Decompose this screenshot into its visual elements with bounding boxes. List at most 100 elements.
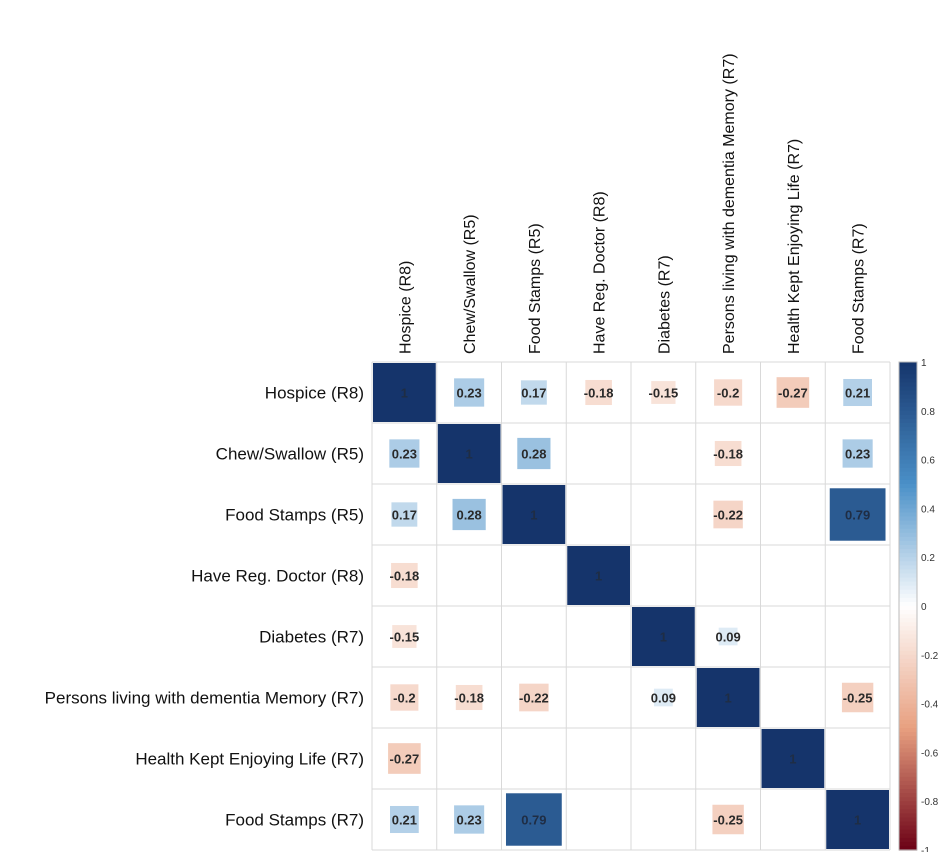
legend-color-step (899, 667, 917, 672)
legend-color-step (899, 797, 917, 802)
legend-color-step (899, 463, 917, 469)
heatmap-cell (519, 683, 549, 712)
cell-value-label: 1 (530, 508, 537, 523)
legend-color-step (899, 565, 917, 570)
legend-color-step (899, 459, 917, 465)
legend-color-step (899, 561, 917, 566)
legend-color-step (899, 801, 917, 806)
column-label: Hospice (R8) (397, 261, 414, 354)
legend-color-step (899, 484, 917, 489)
legend-color-step (899, 711, 917, 717)
row-label: Persons living with dementia Memory (R7) (45, 689, 364, 708)
legend-color-step (899, 581, 917, 587)
legend-color-step (899, 488, 917, 493)
heatmap-cell (761, 729, 825, 788)
legend-color-step (899, 447, 917, 453)
legend-color-step (899, 536, 917, 542)
legend-color-step (899, 443, 917, 448)
legend-color-step (899, 528, 917, 534)
legend-color-step (899, 423, 917, 428)
legend-frame (898, 361, 918, 851)
cell-value-label: 0.23 (456, 813, 481, 828)
legend-color-step (899, 821, 917, 827)
heatmap-cell (696, 668, 760, 727)
legend-color-step (899, 732, 917, 737)
legend-color-step (899, 492, 917, 497)
row-label: Hospice (R8) (265, 384, 364, 403)
legend-tick-label: 0.2 (921, 553, 935, 564)
cell-value-label: 1 (595, 569, 602, 584)
cell-value-label: -0.18 (390, 569, 420, 584)
heatmap-cell (829, 488, 886, 541)
legend-tick-label: 0.8 (921, 407, 935, 418)
legend-color-step (899, 622, 917, 627)
heatmap-cell (567, 546, 630, 605)
cell-value-label: 0.09 (715, 630, 740, 645)
column-label: Food Stamps (R5) (527, 223, 544, 354)
legend-tick-label: -0.6 (921, 748, 939, 759)
legend-color-step (899, 520, 917, 526)
cell-value-label: -0.2 (717, 386, 739, 401)
legend-color-step (899, 829, 917, 835)
legend-color-step (899, 740, 917, 745)
column-label: Have Reg. Doctor (R8) (592, 191, 609, 354)
legend-color-step (899, 524, 917, 530)
legend-color-step (899, 557, 917, 562)
legend-color-step (899, 837, 917, 843)
heatmap-cell (520, 380, 547, 405)
cell-value-label: 0.21 (392, 813, 417, 828)
legend-color-step (899, 662, 917, 668)
row-label: Health Kept Enjoying Life (R7) (135, 750, 364, 769)
heatmap-cell (390, 684, 419, 711)
legend-color-step (899, 406, 917, 412)
legend-color-step (899, 679, 917, 684)
legend-color-step (899, 817, 917, 823)
legend-color-step (899, 752, 917, 758)
heatmap-cell (713, 500, 743, 529)
heatmap-cell (653, 688, 673, 707)
heatmap-cell (651, 381, 676, 404)
heatmap-cell (373, 363, 436, 422)
legend-color-step (899, 532, 917, 538)
legend-color-step (899, 658, 917, 664)
legend-color-step (899, 398, 917, 404)
legend-color-step (899, 540, 917, 546)
row-label: Have Reg. Doctor (R8) (191, 567, 364, 586)
legend-color-step (899, 736, 917, 741)
heatmap-cell (776, 377, 810, 408)
cell-value-label: -0.18 (584, 386, 614, 401)
legend-color-step (899, 577, 917, 583)
legend-color-step (899, 764, 917, 770)
legend-tick-label: 0.4 (921, 504, 935, 515)
legend-color-step (899, 805, 917, 810)
legend-color-step (899, 378, 917, 383)
legend-color-step (899, 374, 917, 379)
legend-tick-label: 0 (921, 602, 927, 613)
legend-color-step (899, 748, 917, 753)
legend-color-step (899, 435, 917, 440)
legend-color-step (899, 500, 917, 505)
legend-color-step (899, 728, 917, 733)
legend-color-step (899, 630, 917, 636)
heatmap-cell (391, 502, 418, 527)
legend-tick-label: -1 (921, 846, 930, 852)
heatmap-cells: 1 0.23 0.17 -0.18 -0.15 -0.2 -0.27 0.21 0.23 1 0.2… (373, 363, 889, 849)
legend-color-step (899, 504, 917, 509)
legend-color-step (899, 614, 917, 619)
legend-color-step (899, 549, 917, 554)
heatmap-cell (454, 805, 485, 834)
heatmap-cell (843, 378, 873, 407)
heatmap-cell (388, 743, 421, 774)
legend-color-step (899, 382, 917, 387)
legend-color-step (899, 589, 917, 595)
heatmap-cell (714, 379, 743, 406)
heatmap-cell (454, 378, 485, 407)
cell-value-label: -0.27 (390, 752, 420, 767)
legend-tick-label: -0.8 (921, 797, 939, 808)
legend-color-step (899, 638, 917, 644)
legend-color-step (899, 683, 917, 688)
legend-color-step (899, 496, 917, 501)
legend-color-step (899, 642, 917, 648)
cell-value-label: 1 (401, 386, 408, 401)
cell-value-label: -0.27 (778, 386, 808, 401)
